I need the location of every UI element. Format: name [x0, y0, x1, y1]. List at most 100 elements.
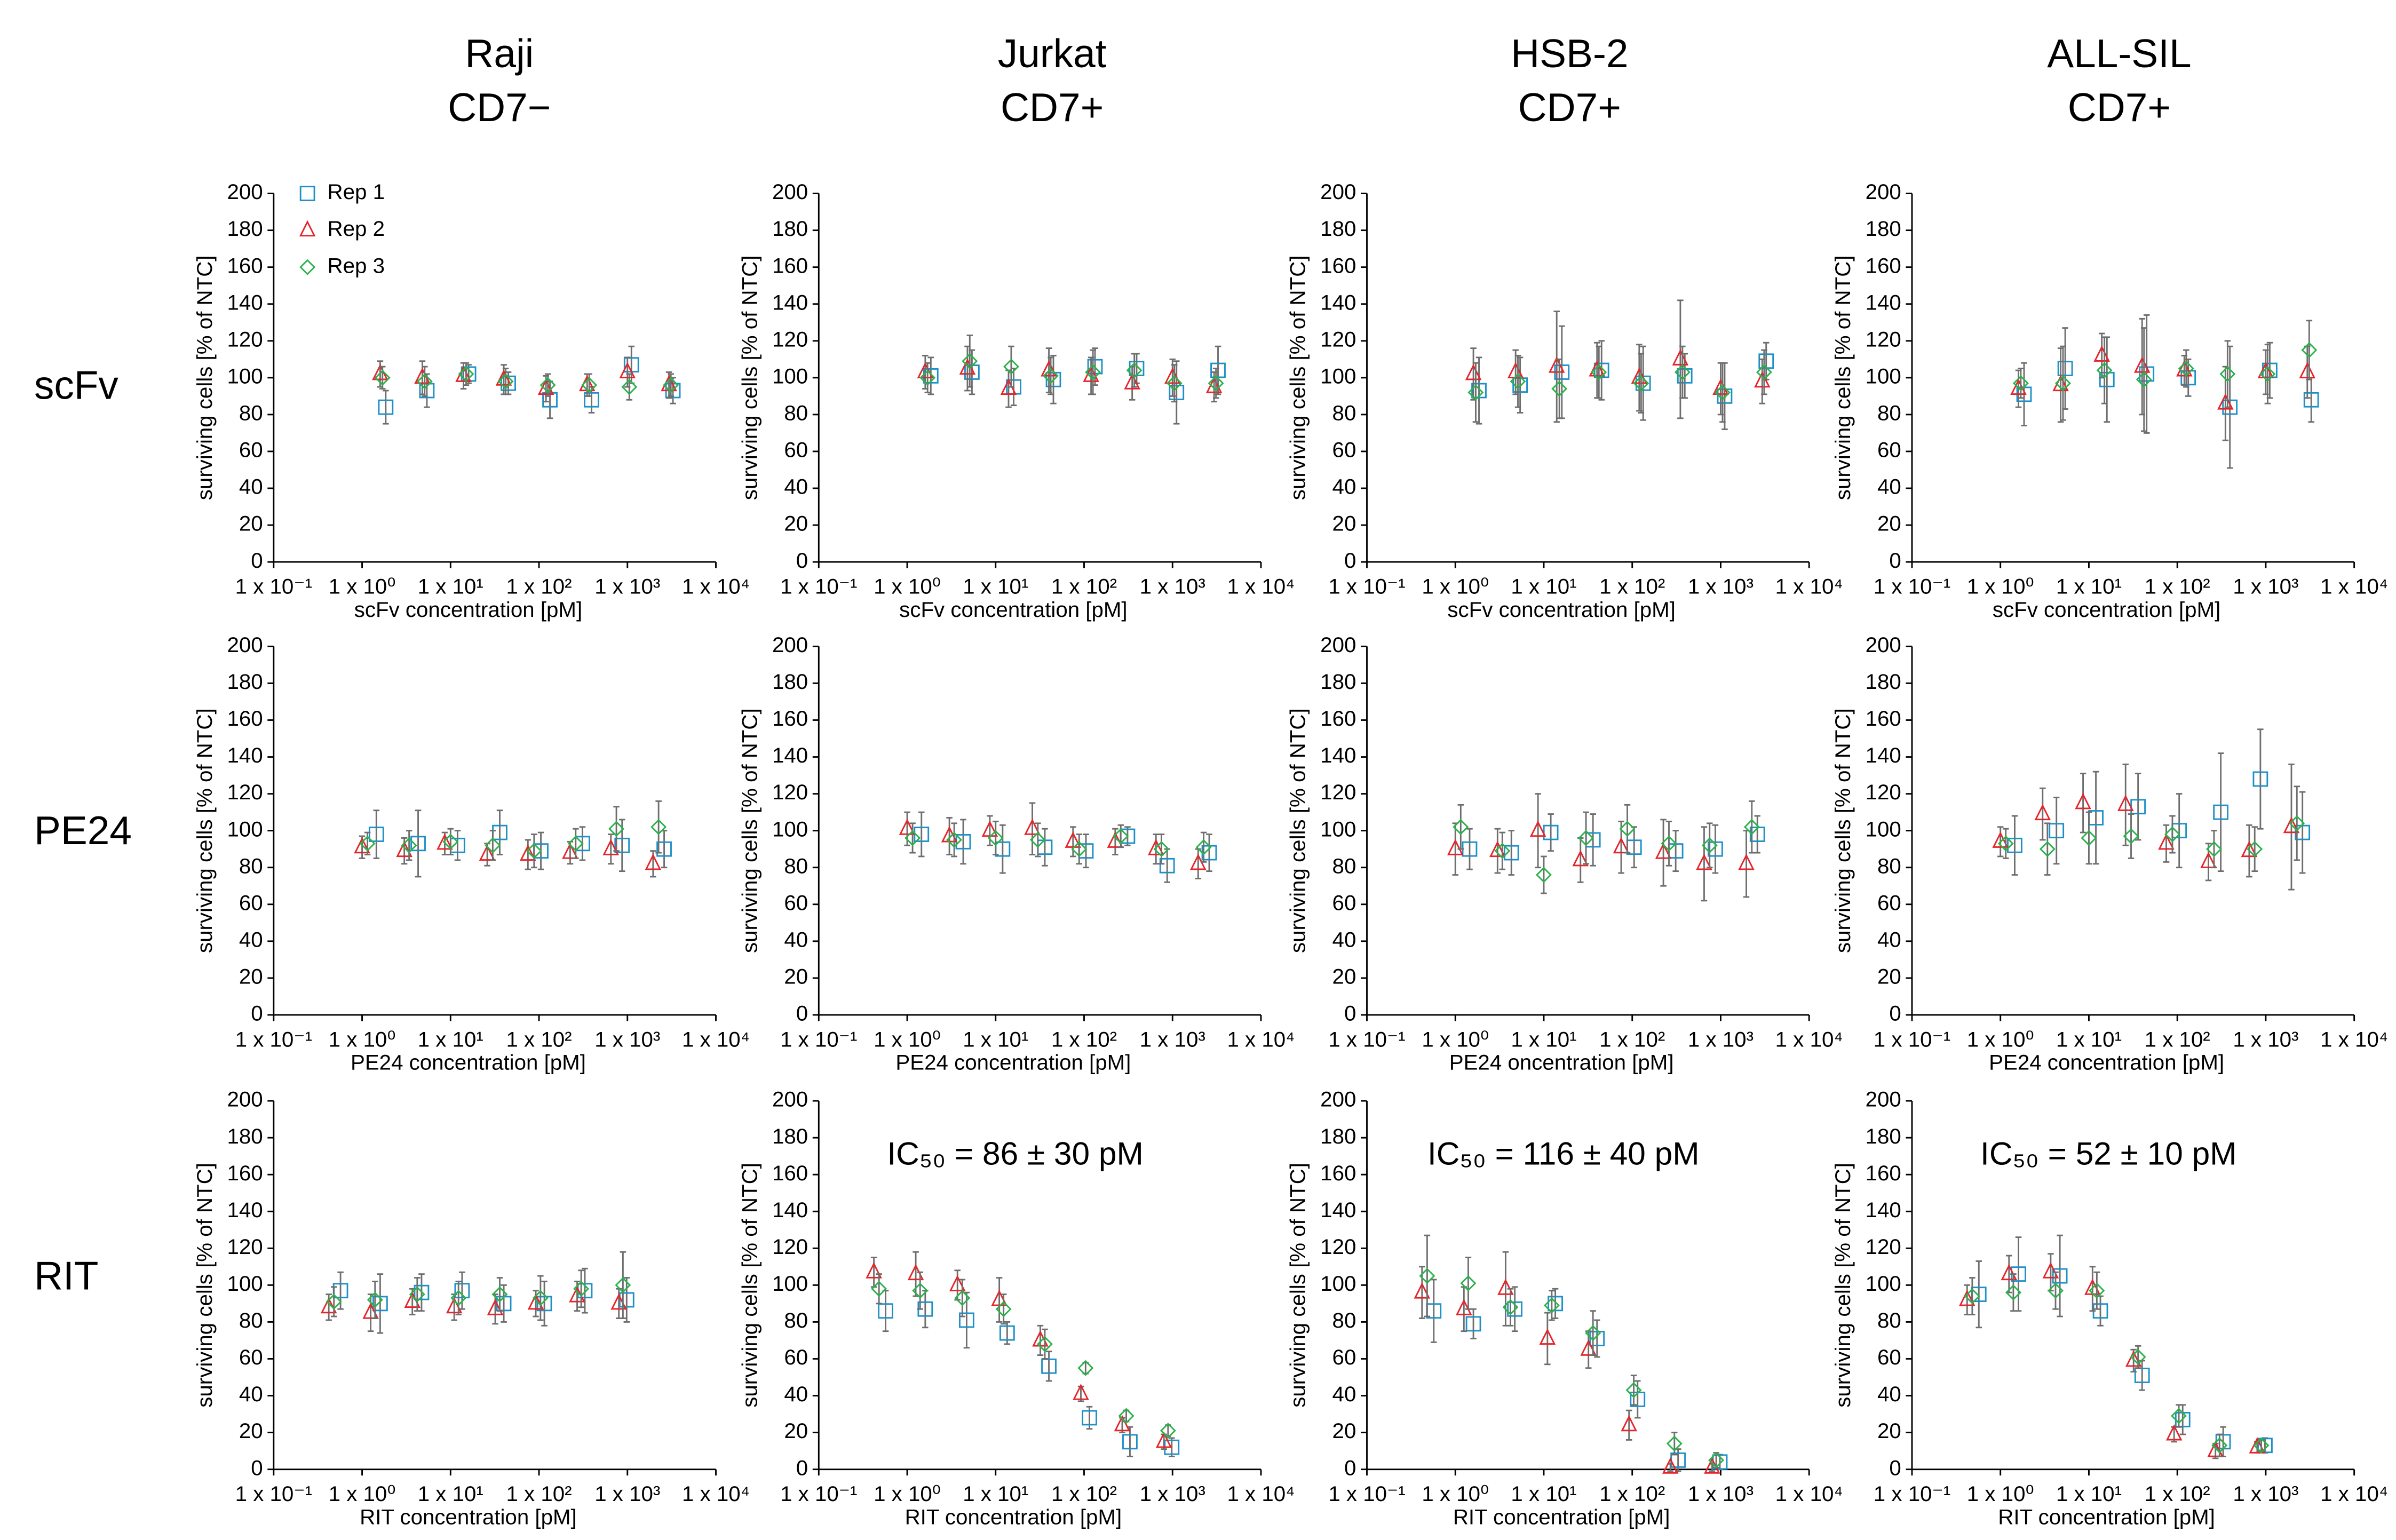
marker [567, 835, 584, 852]
y-tick-label: 60 [784, 438, 808, 462]
x-tick-label: 1 x 10¹ [963, 1027, 1028, 1051]
y-tick-label: 60 [239, 438, 263, 462]
marker [1572, 850, 1589, 867]
y-tick-label: 80 [1332, 401, 1356, 425]
marker [2049, 823, 2065, 839]
marker [2048, 1282, 2064, 1299]
column-header: Raji [465, 31, 534, 76]
marker [615, 1277, 631, 1293]
marker [1497, 1279, 1514, 1295]
y-tick-label: 160 [772, 253, 808, 277]
legend-entry: Rep 3 [299, 253, 385, 277]
marker [2054, 375, 2071, 392]
y-tick-label: 80 [239, 401, 263, 425]
x-axis-label: PE24 concentration [pM] [1989, 1051, 2224, 1075]
marker [1696, 853, 1712, 870]
legend-label: Rep 1 [328, 180, 385, 204]
panel: 0 20 40 60 80 100 120 140 160 180 200 1 x 10⁻¹ 1 x 1… [1286, 633, 1843, 1075]
marker [621, 379, 638, 395]
marker [1043, 368, 1059, 384]
column-header: HSB-2 [1511, 31, 1628, 76]
y-tick-label: 180 [772, 1124, 808, 1148]
y-tick-label: 40 [784, 1382, 808, 1406]
marker [581, 377, 598, 393]
marker [1124, 373, 1140, 390]
x-tick-label: 1 x 10⁰ [1422, 575, 1489, 599]
y-tick-label: 200 [772, 633, 808, 657]
series: Rep 3 [919, 334, 1224, 403]
marker [2252, 771, 2268, 787]
marker [1714, 384, 1731, 401]
marker [608, 821, 625, 837]
marker [2034, 804, 2051, 821]
marker [487, 1299, 504, 1315]
marker [1003, 359, 1019, 375]
y-tick-label: 120 [1866, 327, 1901, 351]
x-tick-label: 1 x 10⁴ [1227, 1482, 1295, 1506]
annotation: IC₅₀ = 52 ± 10 pM [1980, 1136, 2236, 1172]
marker [1543, 1297, 1560, 1314]
marker [1494, 843, 1511, 859]
marker [919, 369, 936, 386]
marker [1029, 831, 1046, 848]
column-header: Jurkat [998, 31, 1107, 76]
y-tick-label: 160 [772, 1161, 808, 1185]
marker [1613, 837, 1630, 854]
marker [2213, 804, 2229, 820]
y-tick-label: 160 [1866, 707, 1901, 731]
x-tick-label: 1 x 10⁰ [1967, 575, 2034, 599]
marker [2123, 828, 2139, 844]
column-header: CD7+ [1518, 85, 1621, 130]
series: Rep 1 [2007, 728, 2311, 876]
marker [2259, 366, 2276, 382]
marker [2039, 841, 2056, 858]
y-tick-label: 100 [1866, 817, 1901, 841]
y-tick-label: 200 [227, 180, 263, 204]
x-axis-label: RIT concentration [pM] [905, 1505, 1122, 1529]
marker [1580, 1339, 1597, 1356]
marker [1701, 837, 1718, 854]
marker [1539, 1328, 1556, 1345]
x-tick-label: 1 x 10² [506, 1482, 572, 1506]
panel: 0 20 40 60 80 100 120 140 160 180 200 1 x 10⁻¹ 1 x 1… [1286, 1087, 1843, 1529]
panel: 0 20 40 60 80 100 120 140 160 180 200 1 x 10⁻¹ 1 x 1… [193, 633, 750, 1075]
marker [1077, 1360, 1094, 1376]
marker [923, 368, 939, 384]
y-tick-label: 60 [239, 1345, 263, 1369]
marker [584, 392, 599, 408]
x-tick-label: 1 x 10⁰ [1422, 1027, 1489, 1051]
marker [949, 1275, 966, 1291]
y-tick-label: 80 [1877, 401, 1901, 425]
marker [1126, 362, 1143, 379]
y-tick-label: 180 [1320, 1124, 1356, 1148]
x-tick-label: 1 x 10⁰ [329, 1482, 396, 1506]
marker [946, 831, 963, 848]
marker [1471, 383, 1487, 399]
x-tick-label: 1 x 10⁰ [874, 575, 941, 599]
y-tick-label: 120 [772, 327, 808, 351]
marker [396, 840, 412, 858]
y-axis-label: surviving cells [% of NTC] [1286, 708, 1310, 953]
marker [367, 1291, 383, 1308]
marker [1708, 1452, 1725, 1468]
y-tick-label: 80 [239, 854, 263, 878]
y-tick-label: 200 [227, 633, 263, 657]
marker [1661, 835, 1677, 852]
marker [491, 1286, 508, 1303]
y-tick-label: 100 [1320, 817, 1356, 841]
marker [991, 1289, 1007, 1306]
marker [401, 837, 417, 854]
x-tick-label: 1 x 10⁻¹ [780, 1027, 857, 1051]
panel: 0 20 40 60 80 100 120 140 160 180 200 1 x 10⁻¹ 1 x 1… [1831, 633, 2388, 1075]
x-tick-label: 1 x 10² [1051, 575, 1117, 599]
marker [2171, 1408, 2187, 1424]
annotation: IC₅₀ = 116 ± 40 pM [1427, 1136, 1700, 1172]
marker [450, 1290, 467, 1306]
marker [2222, 399, 2238, 415]
marker [1447, 839, 1464, 855]
y-tick-label: 20 [784, 512, 808, 536]
marker [442, 833, 459, 850]
marker [485, 837, 501, 854]
x-tick-label: 1 x 10⁴ [1775, 1482, 1843, 1506]
